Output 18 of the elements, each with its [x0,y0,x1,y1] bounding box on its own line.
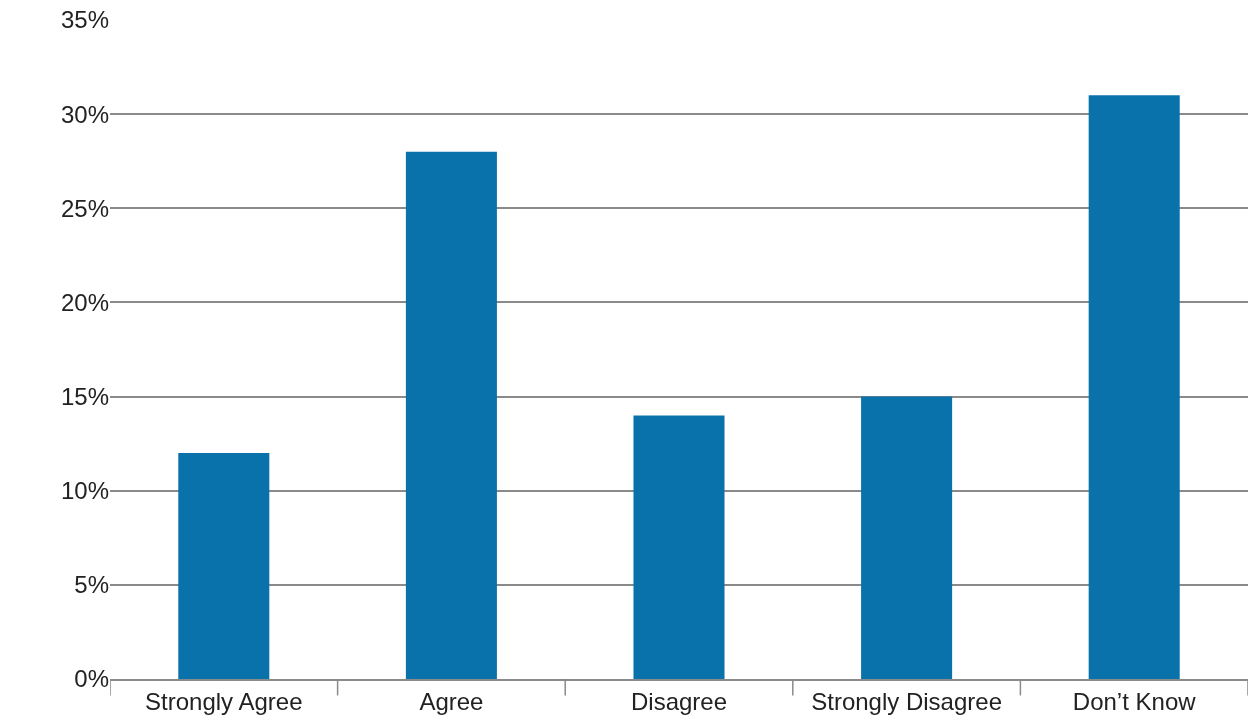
x-tick-label: Strongly Disagree [811,687,1002,715]
y-tick-label: 30% [60,100,109,128]
bar [405,151,497,679]
y-tick-label: 25% [60,194,109,222]
bar [1088,95,1180,679]
y-tick-label: 5% [74,571,109,599]
x-tick-label: Disagree [630,687,728,715]
y-tick-label: 0% [74,665,109,693]
bar [178,453,270,679]
bar [861,396,953,679]
y-tick-label: 15% [60,382,109,410]
y-tick-label: 35% [60,6,109,34]
y-tick-label: 20% [60,288,109,316]
x-tick-label: Agree [419,687,484,715]
x-tick-label: Don’t Know [1072,687,1197,715]
x-tick-label: Strongly Agree [145,687,303,715]
bar [633,415,725,679]
y-tick-label: 10% [60,477,109,505]
